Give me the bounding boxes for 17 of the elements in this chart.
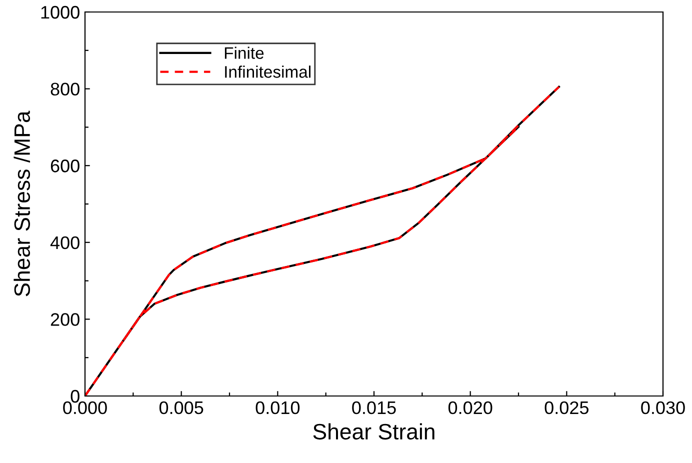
y-tick-label: 800 — [50, 82, 80, 96]
x-tick-label: 0.025 — [544, 401, 589, 414]
x-tick-label: 0.010 — [256, 401, 300, 414]
x-tick-label: 0.005 — [159, 401, 204, 414]
y-tick-label: 200 — [50, 313, 80, 326]
x-axis-title: Shear Strain — [313, 423, 434, 440]
x-tick-label: 0.015 — [352, 401, 396, 414]
y-tick-label: 0 — [70, 390, 80, 403]
y-axis-title: Shear Stress /MPa — [14, 110, 30, 296]
legend-label: Infinitesimal — [225, 66, 310, 78]
legend-label: Finite — [224, 46, 264, 59]
x-tick-label: 0.020 — [448, 401, 492, 414]
x-tick-label: 0.000 — [63, 401, 107, 414]
y-tick-label: 400 — [50, 236, 80, 250]
y-tick-label: 1000 — [41, 6, 80, 19]
x-tick-label: 0.030 — [641, 401, 685, 414]
y-tick-label: 600 — [50, 160, 80, 172]
